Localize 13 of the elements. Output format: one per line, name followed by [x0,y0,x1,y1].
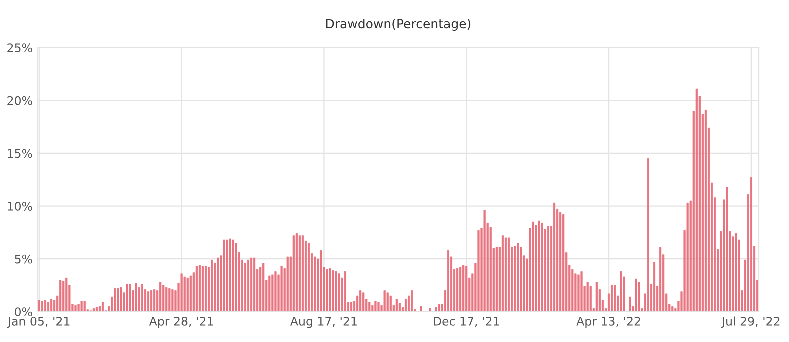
chart-title: Drawdown(Percentage) [326,18,471,32]
y-tick-label: 15% [8,149,32,158]
x-tick-label: Dec 17, '21 [434,316,500,328]
y-tick-label: 10% [8,202,32,211]
x-tick-label: Jan 05, '21 [7,316,70,328]
y-tick-label: 25% [8,44,32,53]
y-tick-label: 0% [15,308,32,317]
x-tick-label: Apr 28, '21 [149,316,214,328]
x-tick-label: Apr 13, '22 [576,316,640,328]
x-tick-label: Aug 17, '21 [290,316,357,328]
y-tick-label: 5% [15,254,32,264]
y-tick-label: 20% [8,96,32,106]
x-tick-label: Jul 29, '22 [721,316,780,328]
